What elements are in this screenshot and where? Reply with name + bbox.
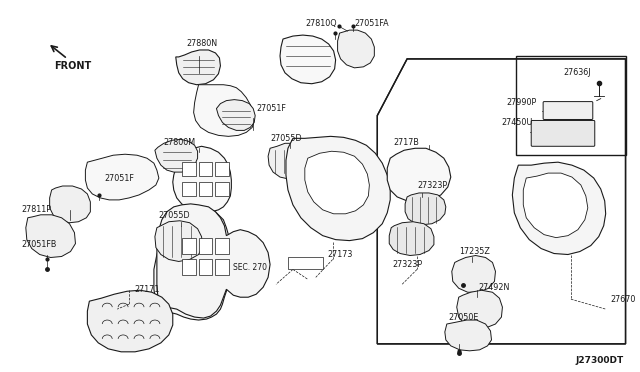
Polygon shape <box>85 154 159 200</box>
Bar <box>182 182 196 196</box>
Text: 27450U: 27450U <box>501 118 533 127</box>
Text: 27990P: 27990P <box>506 98 537 107</box>
Bar <box>216 162 229 176</box>
FancyBboxPatch shape <box>543 102 593 119</box>
Polygon shape <box>405 193 446 225</box>
Polygon shape <box>194 85 254 137</box>
Text: 27323P: 27323P <box>417 180 447 189</box>
Text: SEC. 270: SEC. 270 <box>234 263 268 272</box>
FancyBboxPatch shape <box>531 121 595 146</box>
Text: 27055D: 27055D <box>270 134 301 143</box>
Text: 17235Z: 17235Z <box>459 247 490 256</box>
Text: 27811P: 27811P <box>22 205 52 214</box>
Bar <box>216 260 229 275</box>
Polygon shape <box>286 137 390 241</box>
Text: 27800M: 27800M <box>164 138 196 147</box>
Bar <box>182 238 196 254</box>
Text: FRONT: FRONT <box>54 61 92 71</box>
Polygon shape <box>452 256 495 292</box>
Polygon shape <box>216 100 255 131</box>
Text: 27171: 27171 <box>134 285 159 294</box>
Bar <box>216 238 229 254</box>
Text: 27050E: 27050E <box>449 312 479 321</box>
Polygon shape <box>389 222 434 256</box>
Polygon shape <box>524 173 588 238</box>
Text: 27492N: 27492N <box>479 283 510 292</box>
Text: 27323P: 27323P <box>392 260 422 269</box>
Polygon shape <box>387 148 451 202</box>
Polygon shape <box>305 151 369 214</box>
Bar <box>198 182 212 196</box>
Polygon shape <box>457 290 502 328</box>
Polygon shape <box>88 290 173 352</box>
Text: 27051F: 27051F <box>256 104 286 113</box>
Text: J27300DT: J27300DT <box>575 356 623 365</box>
Text: 27173: 27173 <box>328 250 353 259</box>
Bar <box>198 260 212 275</box>
Text: 27055D: 27055D <box>159 211 191 220</box>
Bar <box>288 257 323 269</box>
Text: 27051FA: 27051FA <box>355 19 389 28</box>
Text: 27810Q: 27810Q <box>306 19 337 28</box>
Polygon shape <box>155 140 198 172</box>
Polygon shape <box>157 204 270 318</box>
Bar <box>516 56 625 155</box>
Text: 27880N: 27880N <box>187 39 218 48</box>
Polygon shape <box>337 30 374 68</box>
Bar <box>198 238 212 254</box>
Text: 27051FB: 27051FB <box>22 240 57 249</box>
Bar <box>182 162 196 176</box>
Polygon shape <box>280 35 335 84</box>
Bar <box>182 260 196 275</box>
Polygon shape <box>50 186 90 223</box>
Polygon shape <box>155 221 202 262</box>
Polygon shape <box>173 146 231 213</box>
Text: 2717B: 2717B <box>393 138 419 147</box>
Text: 27636J: 27636J <box>563 68 591 77</box>
Polygon shape <box>176 50 220 85</box>
Polygon shape <box>268 143 312 179</box>
Polygon shape <box>154 205 231 320</box>
Text: 27670: 27670 <box>611 295 636 304</box>
Bar <box>198 162 212 176</box>
Text: 27051F: 27051F <box>104 174 134 183</box>
Polygon shape <box>26 215 76 257</box>
Bar <box>216 182 229 196</box>
Polygon shape <box>513 162 605 254</box>
Polygon shape <box>445 320 492 351</box>
